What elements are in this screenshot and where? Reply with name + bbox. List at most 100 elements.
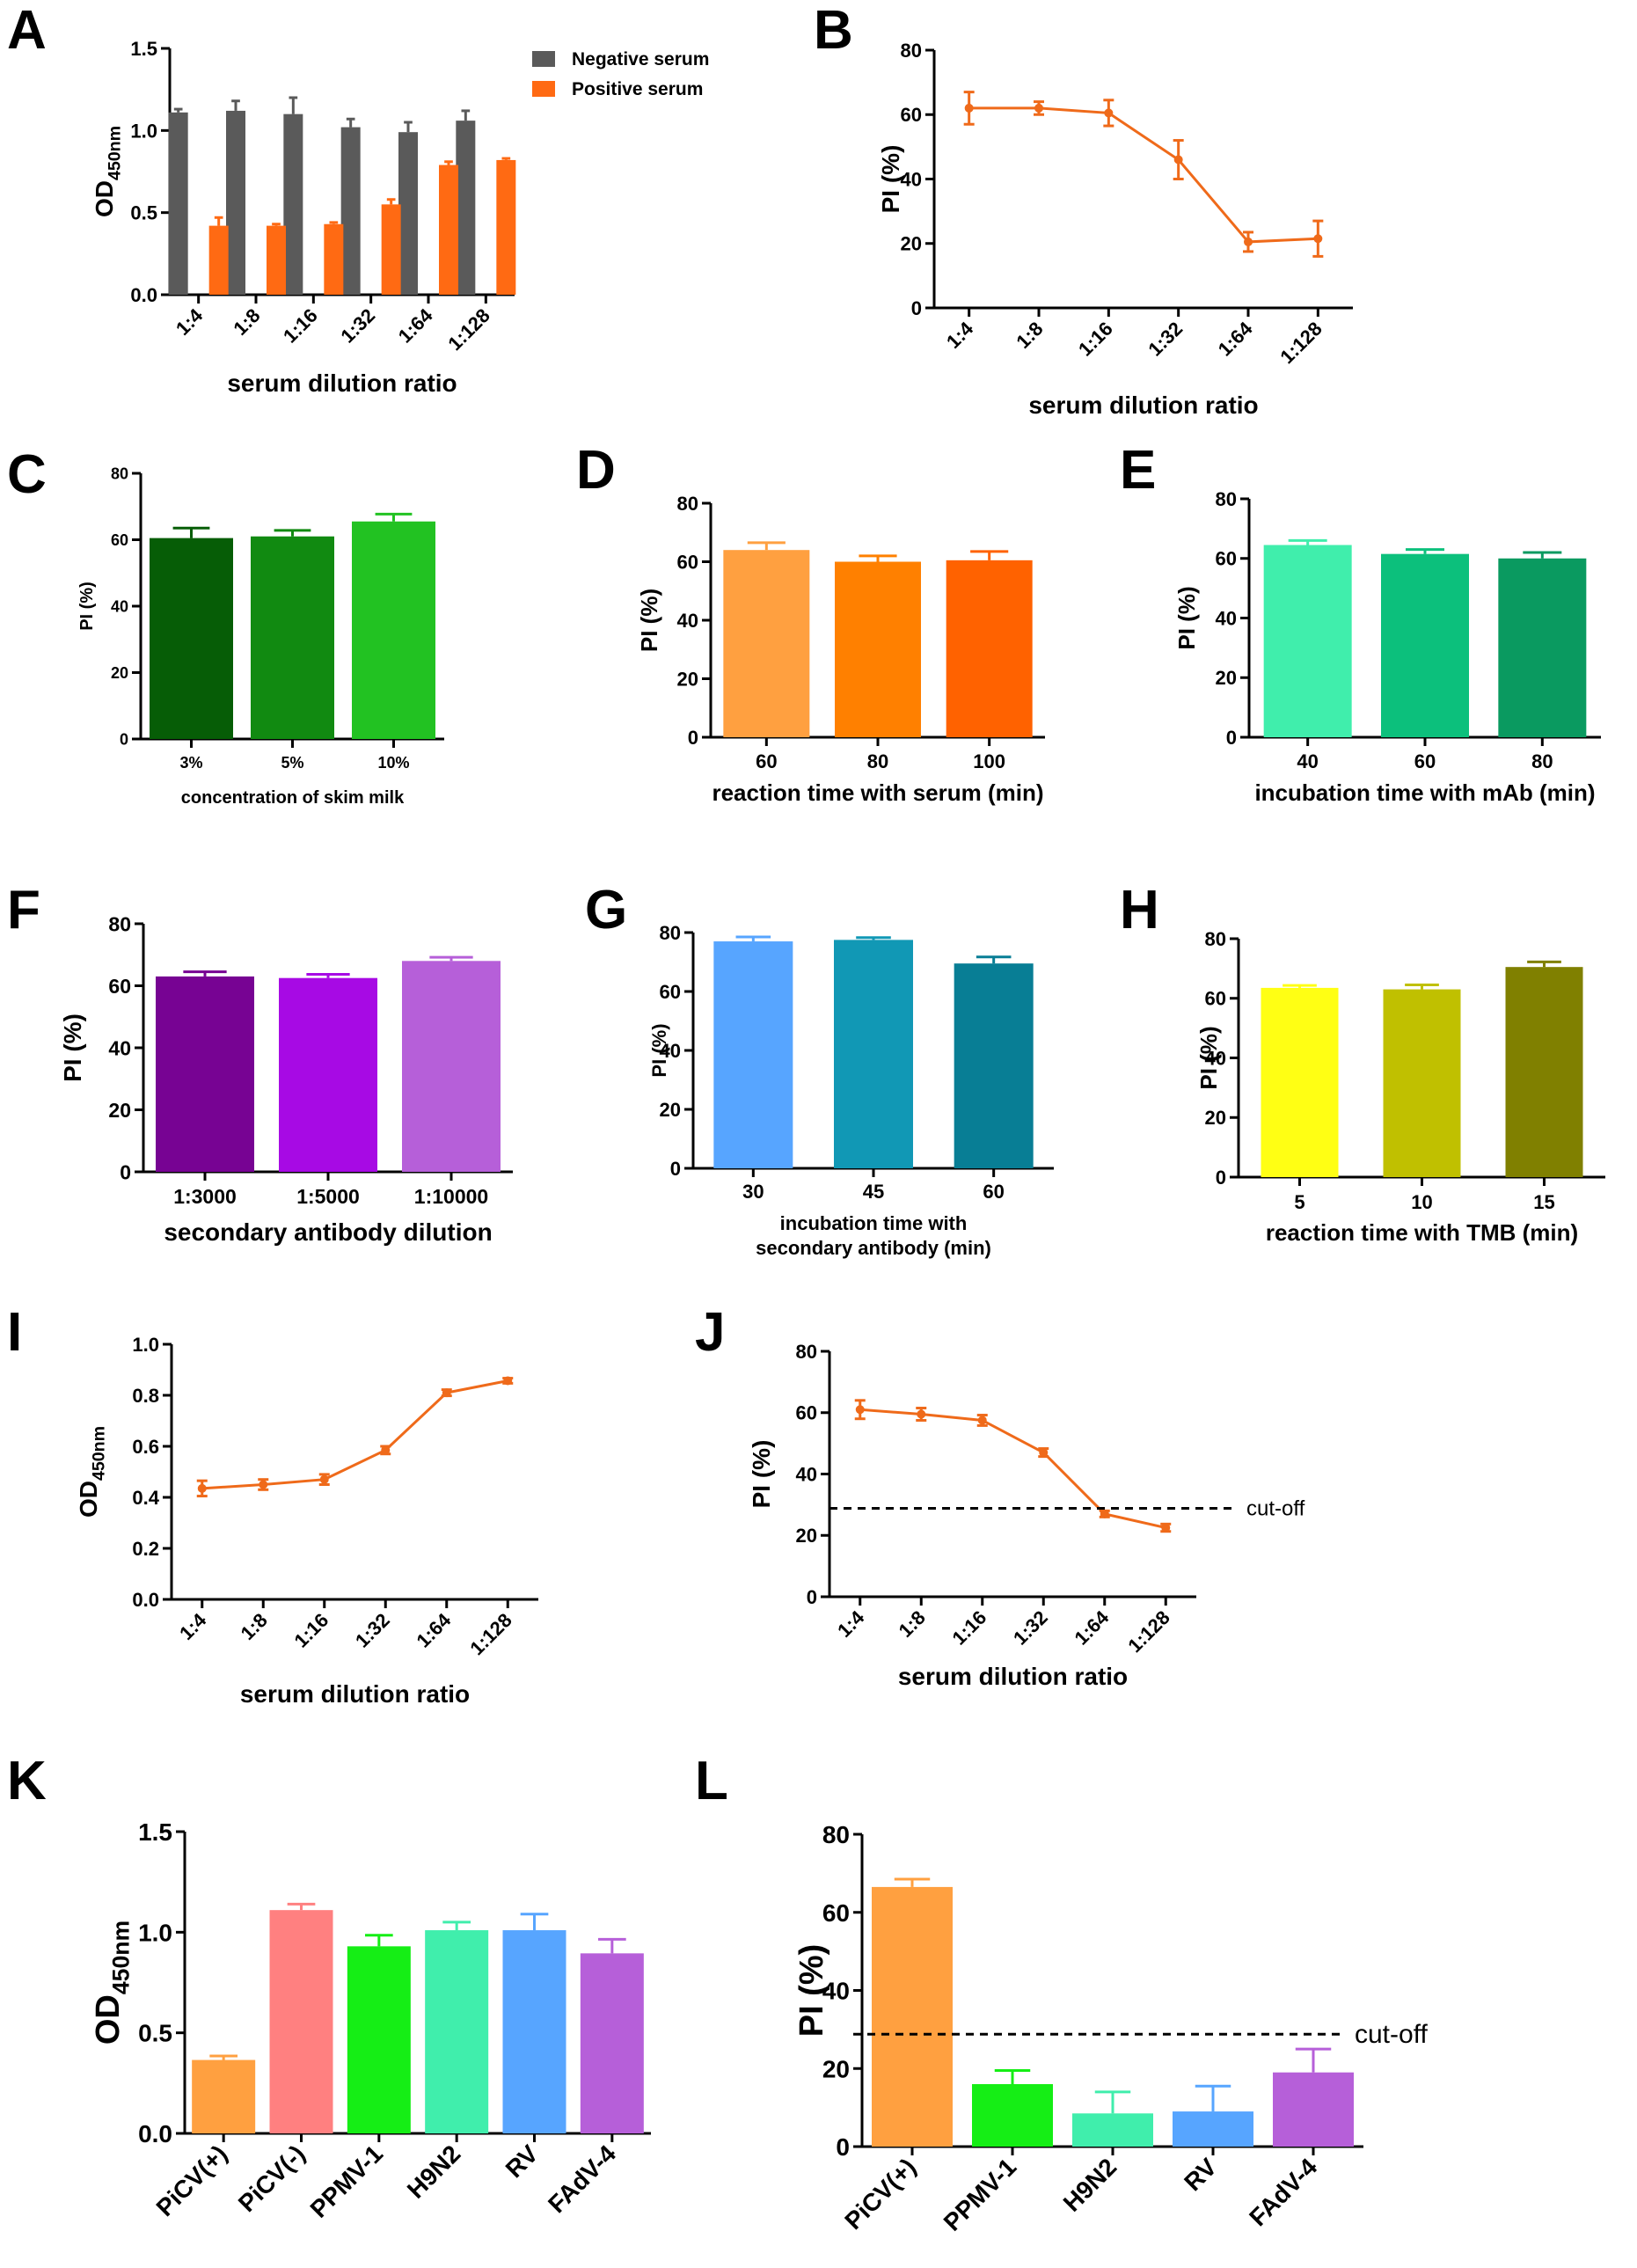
x-axis-label-line2: secondary antibody (min) (756, 1237, 991, 1259)
bar (324, 223, 344, 295)
x-tick-label: 1:3000 (173, 1185, 237, 1208)
y-tick-label: 80 (677, 493, 698, 515)
y-axis-label-main: PI (%) (1173, 586, 1200, 649)
y-tick-label: 20 (822, 2055, 850, 2082)
data-point (1100, 1509, 1109, 1518)
y-axis-label-main: OD (91, 180, 118, 217)
data-point (964, 103, 974, 113)
bar (398, 132, 418, 295)
x-axis-label: reaction time with serum (min) (712, 779, 1043, 806)
x-tick-label: 1:10000 (414, 1185, 488, 1208)
data-point (1039, 1448, 1049, 1458)
y-tick-label: 60 (796, 1402, 817, 1424)
x-tick-label: 30 (742, 1181, 764, 1203)
y-tick-label: 40 (822, 1978, 850, 2005)
x-axis-label: reaction time with TMB (min) (1266, 1219, 1578, 1246)
panel-label: I (7, 1302, 22, 1363)
y-axis-label-main: PI (%) (77, 582, 97, 631)
x-axis-label: serum dilution ratio (898, 1663, 1128, 1690)
bar (1072, 2113, 1153, 2147)
panel-label: J (695, 1302, 725, 1363)
panel-label: F (7, 880, 40, 940)
y-tick-label: 60 (111, 531, 128, 549)
y-tick-label: 20 (1205, 1107, 1226, 1129)
data-point (1173, 155, 1183, 165)
x-tick-label: 1:32 (351, 1609, 394, 1652)
y-axis-label: PI (%) (59, 1013, 86, 1082)
x-tick-label: 1:4 (172, 304, 208, 340)
x-tick-label: 1:128 (1275, 318, 1326, 368)
panel-label: G (585, 880, 627, 940)
y-axis-label: PI (%) (636, 589, 662, 652)
y-tick-label: 0.5 (138, 2020, 172, 2047)
x-tick-label: 1:64 (412, 1608, 455, 1651)
data-point (197, 1483, 207, 1493)
x-tick-label: H9N2 (1058, 2153, 1122, 2217)
bar (283, 113, 303, 295)
data-point (1034, 103, 1043, 113)
bar (208, 225, 229, 295)
y-tick-label: 1.5 (138, 1818, 172, 1846)
y-axis-label-main: PI (%) (1195, 1026, 1222, 1089)
data-point (381, 1445, 391, 1455)
x-tick-label: 1:8 (229, 304, 264, 340)
y-axis-label-sub: 450nm (89, 1426, 108, 1481)
x-tick-label: 1:8 (1012, 318, 1047, 353)
data-point (1161, 1523, 1171, 1533)
x-tick-label: 100 (973, 750, 1005, 772)
x-tick-label: 10% (377, 754, 409, 772)
panel-label: C (7, 444, 47, 505)
bar (954, 963, 1034, 1168)
x-tick-label: 40 (1297, 750, 1318, 772)
x-tick-label: 1:32 (336, 304, 379, 348)
y-tick-label: 0.4 (132, 1487, 159, 1509)
x-tick-label: PiCV(+) (839, 2153, 921, 2235)
x-tick-label: 1:64 (394, 304, 437, 347)
y-tick-label: 80 (796, 1341, 817, 1363)
y-tick-label: 40 (677, 610, 698, 632)
bar (168, 112, 188, 295)
x-tick-label: 10 (1411, 1191, 1432, 1213)
bar (340, 127, 361, 295)
y-tick-label: 40 (1205, 1047, 1226, 1069)
bar (1505, 967, 1583, 1177)
y-tick-label: 0 (120, 1160, 131, 1183)
y-tick-label: 20 (111, 664, 128, 682)
y-axis-label: PI (%) (1173, 586, 1200, 649)
panel-label: L (695, 1751, 728, 1811)
x-tick-label: FAdV-4 (543, 2140, 621, 2218)
y-tick-label: 0.2 (132, 1538, 159, 1560)
x-tick-label: PPMV-1 (939, 2153, 1022, 2236)
data-point (503, 1376, 513, 1386)
y-tick-label: 20 (108, 1099, 131, 1122)
panel-h: H 0 20 40 60 80 5 10 15 PI (%) reaction time with … (1120, 880, 1605, 1246)
x-tick-label: 1:8 (895, 1606, 930, 1642)
y-axis-label-main: OD (75, 1481, 102, 1518)
bar (226, 110, 245, 295)
x-tick-label: H9N2 (402, 2140, 466, 2204)
x-tick-label: PPMV-1 (305, 2140, 389, 2223)
bar (381, 204, 401, 295)
y-axis-label: PI (%) (1195, 1026, 1222, 1089)
y-tick-label: 40 (901, 168, 922, 190)
data-point (1244, 237, 1253, 246)
y-axis-label: PI (%) (648, 1023, 670, 1077)
y-tick-label: 0 (1226, 727, 1237, 749)
data-point (1313, 234, 1323, 244)
bar (713, 941, 793, 1168)
panel-c: C 0 20 40 60 80 3% 5% 10% PI (%) concentration of … (7, 444, 444, 808)
y-tick-label: 80 (1205, 928, 1226, 950)
y-axis-label: PI (%) (877, 145, 904, 214)
x-tick-label: 1:64 (1070, 1606, 1113, 1649)
data-point (259, 1480, 268, 1489)
y-axis-label: PI (%) (77, 582, 97, 631)
y-axis-label: OD450nm (75, 1426, 108, 1518)
x-tick-label: 45 (863, 1181, 884, 1203)
y-tick-label: 80 (822, 1821, 850, 1848)
y-tick-label: 0.0 (130, 284, 157, 306)
data-point (855, 1405, 865, 1415)
x-tick-label: 5 (1294, 1191, 1304, 1213)
legend-label: Positive serum (572, 79, 703, 99)
bar (402, 961, 501, 1172)
